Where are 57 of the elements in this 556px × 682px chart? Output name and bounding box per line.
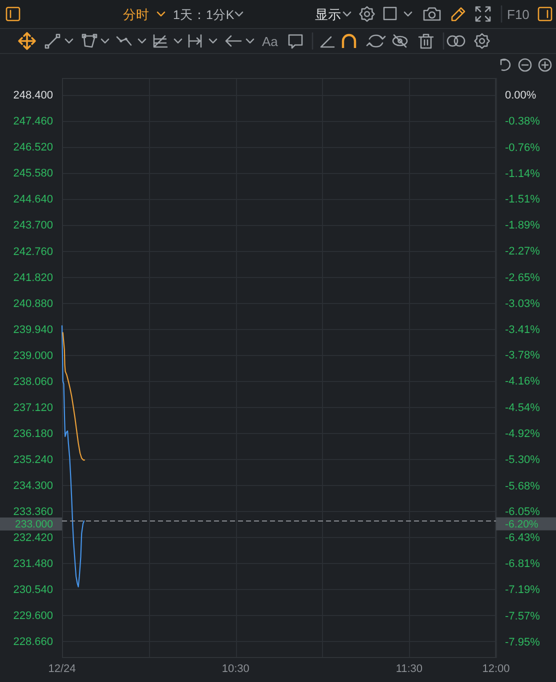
y2-tick-label: -4.92% <box>505 428 540 440</box>
y-tick-label: 228.660 <box>13 636 53 648</box>
y2-tick-label: -6.43% <box>505 532 540 544</box>
y-tick-label: 232.420 <box>13 532 53 544</box>
y2-tick-label: -6.81% <box>505 558 540 570</box>
y2-tick-label: -3.41% <box>505 324 540 336</box>
y-tick-label: 242.760 <box>13 246 53 258</box>
y-tick-label: 239.940 <box>13 324 53 336</box>
y-tick-label: 229.600 <box>13 610 53 622</box>
y2-tick-label: -5.68% <box>505 480 540 492</box>
y-tick-label: 247.460 <box>13 116 53 128</box>
y2-tick-label: -3.03% <box>505 298 540 310</box>
y2-tick-label: -1.51% <box>505 193 540 206</box>
x-tick-label: 12:00 <box>482 663 510 675</box>
y2-tick-label: -7.19% <box>505 584 540 596</box>
text: F10 <box>507 7 530 22</box>
x-tick-label: 12/24 <box>48 663 76 675</box>
y2-tick-label: -6.05% <box>505 506 540 518</box>
y2-tick-label: -7.57% <box>505 610 540 622</box>
y-tick-label: 230.540 <box>13 584 53 596</box>
text: -6.20% <box>505 518 538 530</box>
text: 分时 <box>123 7 149 22</box>
y-tick-label: 235.240 <box>13 454 53 466</box>
y2-tick-label: -1.89% <box>505 220 540 232</box>
y2-tick-label: -5.30% <box>505 454 540 466</box>
y2-tick-label: -2.27% <box>505 246 540 258</box>
y-tick-label: 243.700 <box>13 220 53 232</box>
y-tick-label: 244.640 <box>13 194 53 206</box>
y2-tick-label: -0.38% <box>505 116 540 128</box>
y-tick-label: 231.480 <box>13 558 53 570</box>
y2-tick-label: -7.95% <box>505 636 540 648</box>
y2-tick-label: -4.54% <box>505 402 540 414</box>
y2-tick-label: 0.00% <box>505 90 536 102</box>
y-tick-label: 236.180 <box>13 428 53 440</box>
y-tick-label: 240.880 <box>13 298 53 310</box>
y-tick-label: 248.400 <box>13 90 53 102</box>
y-tick-label: 238.060 <box>13 376 53 388</box>
text: 显示 <box>315 7 341 22</box>
y2-tick-label: -0.76% <box>505 142 540 154</box>
line-series <box>61 325 85 588</box>
line-series <box>62 332 86 461</box>
text: Aa <box>262 34 279 49</box>
y-tick-label: 245.580 <box>13 168 53 180</box>
y2-tick-label: -3.78% <box>505 350 540 362</box>
y-tick-label: 233.360 <box>13 506 53 518</box>
y2-tick-label: -2.65% <box>505 272 540 284</box>
y2-tick-label: -1.14% <box>505 168 540 180</box>
y2-tick-label: -4.16% <box>505 376 540 388</box>
ref-line-label: 233.000 <box>15 518 54 531</box>
x-tick-label: 11:30 <box>396 663 423 675</box>
text: 1天：1分K <box>173 8 235 22</box>
x-tick-label: 10:30 <box>222 663 250 675</box>
y-tick-label: 246.520 <box>13 142 53 154</box>
y-tick-label: 241.820 <box>13 272 53 284</box>
y-tick-label: 237.120 <box>13 402 53 414</box>
y-tick-label: 239.000 <box>13 350 53 362</box>
y-tick-label: 234.300 <box>13 480 53 492</box>
